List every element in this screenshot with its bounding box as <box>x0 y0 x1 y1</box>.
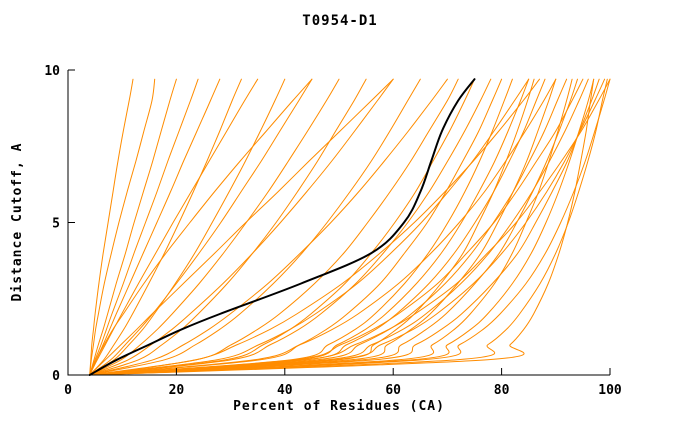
model-curve <box>89 78 584 376</box>
model-curve <box>89 78 475 376</box>
model-curve <box>89 78 568 376</box>
model-curve <box>89 78 611 376</box>
model-curve <box>89 78 221 376</box>
x-axis-label: Percent of Residues (CA) <box>233 399 445 414</box>
y-tick-label: 0 <box>52 369 60 384</box>
model-curve <box>89 78 134 376</box>
x-tick-label: 60 <box>385 383 401 398</box>
model-curve <box>89 78 608 376</box>
model-curve <box>89 78 259 376</box>
model-curve <box>89 78 286 376</box>
model-curve <box>89 78 313 376</box>
x-tick-label: 80 <box>494 383 510 398</box>
model-curve <box>89 78 606 376</box>
axes <box>67 70 610 376</box>
model-curve <box>89 78 177 376</box>
model-curve <box>89 78 530 376</box>
model-curve <box>89 78 421 376</box>
model-curve <box>89 78 557 376</box>
model-curve <box>89 78 394 376</box>
model-curve <box>89 78 448 376</box>
model-curve <box>89 78 589 376</box>
model-curve <box>89 78 611 376</box>
model-curve <box>89 78 340 376</box>
x-tick-label: 100 <box>598 383 622 398</box>
model-curve <box>89 78 595 376</box>
x-tick-label: 0 <box>64 383 72 398</box>
model-curve <box>89 78 156 376</box>
model-curve <box>89 78 513 376</box>
model-curve <box>89 78 557 376</box>
y-tick-label: 10 <box>44 64 60 79</box>
highlighted-model-curve <box>88 78 476 376</box>
x-tick-label: 20 <box>169 383 185 398</box>
model-curve <box>89 78 242 376</box>
model-curve <box>89 78 530 376</box>
x-tick-label: 40 <box>277 383 293 398</box>
model-curve <box>89 78 503 376</box>
model-curve <box>89 78 492 376</box>
y-tick-label: 5 <box>52 217 60 232</box>
model-curve <box>89 78 595 376</box>
model-curve <box>94 78 540 376</box>
chart-title: T0954-D1 <box>302 13 378 29</box>
model-curve <box>89 78 459 376</box>
model-curve <box>89 78 313 376</box>
model-curve <box>89 78 199 376</box>
